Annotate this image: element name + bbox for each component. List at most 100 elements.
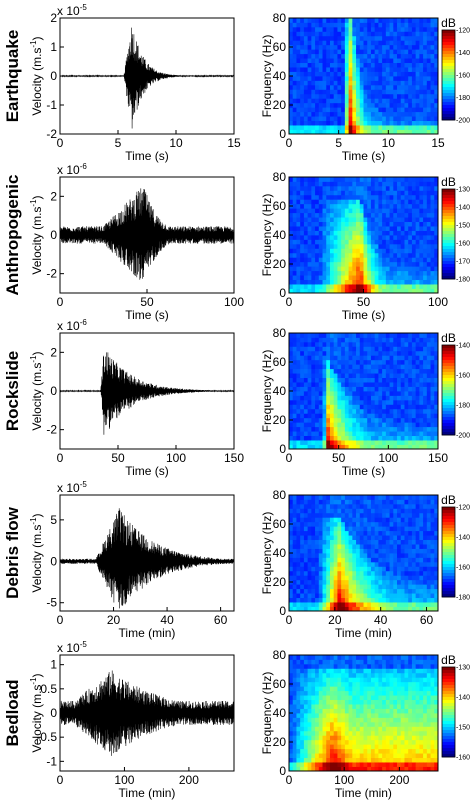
spectrogram-cell — [356, 570, 361, 576]
spectrogram-cell — [292, 89, 297, 95]
spectrogram-cell — [311, 544, 316, 549]
spectrogram-cell — [296, 102, 301, 108]
spectrogram-cell — [333, 593, 338, 599]
spectrogram-cell — [315, 243, 320, 249]
spectrogram-cell — [322, 35, 327, 41]
spectrogram-cell — [382, 373, 387, 379]
spectrogram-cell — [318, 681, 323, 687]
spectrogram-cell — [367, 239, 372, 245]
spectrogram-cell — [400, 67, 405, 72]
spectrogram-cell — [393, 386, 398, 392]
spectrogram-cell — [348, 67, 353, 72]
spectrogram-cell — [393, 93, 398, 99]
spectrogram-cell — [289, 704, 294, 709]
spectrogram-cell — [385, 417, 390, 423]
spectrogram-cell — [359, 270, 364, 276]
spectrogram-cell — [356, 593, 361, 599]
spectrogram-cell — [333, 440, 338, 445]
spectrogram-cell — [397, 129, 402, 135]
spectrogram-cell — [367, 248, 372, 254]
spectrogram-cell — [378, 539, 383, 545]
spectrogram-cell — [393, 31, 398, 37]
spectrogram-cell — [315, 333, 320, 338]
spectrogram-cell — [337, 588, 342, 594]
waveform-ytick-label: -1 — [46, 98, 57, 112]
spectrogram-cell — [337, 84, 342, 90]
spectrogram-cell — [303, 717, 309, 723]
spectrogram-cell — [348, 111, 353, 117]
spectrogram-cell — [359, 266, 364, 272]
spectrogram-cell — [289, 80, 294, 86]
spectrogram-cell — [315, 655, 320, 660]
spectrogram-cell — [315, 762, 320, 767]
spectrogram-cell — [434, 252, 439, 258]
spectrogram-cell — [419, 606, 424, 612]
spectrogram-cell — [359, 503, 364, 509]
spectrogram-cell — [411, 270, 417, 276]
spectrogram-cell — [426, 417, 431, 423]
spectrogram-cell — [385, 185, 390, 191]
spectrogram-cell — [337, 226, 342, 231]
spectrogram-cell — [389, 185, 394, 191]
spectrogram-cell — [423, 194, 428, 200]
spectrogram-cell — [296, 686, 301, 692]
spectrogram-cell — [311, 275, 316, 281]
spectrogram-cell — [404, 177, 409, 182]
spectrogram-cell — [303, 579, 309, 585]
spectrogram-cell — [315, 726, 320, 732]
spectrogram-cell — [430, 382, 435, 387]
spectrogram-cell — [300, 503, 305, 509]
spectrogram-cell — [303, 386, 309, 392]
spectrogram-cell — [318, 355, 323, 361]
spectrogram-cell — [367, 67, 372, 72]
spectrogram-cell — [408, 129, 413, 135]
spectrogram-cell — [300, 98, 305, 104]
spectrogram-cell — [378, 548, 383, 554]
spectrogram-cell — [400, 288, 405, 294]
spectrogram-cell — [363, 422, 368, 428]
spectrogram-cell — [397, 243, 402, 249]
spectrogram-cell — [333, 762, 338, 767]
spectrogram-cell — [333, 588, 338, 594]
spectrogram-cell — [385, 435, 390, 441]
spectrogram-cell — [411, 248, 417, 254]
spectrogram-cell — [344, 570, 350, 576]
spectrogram-cell — [419, 346, 424, 352]
spectrogram-cell — [434, 71, 439, 77]
spectrogram-cell — [374, 435, 379, 441]
spectrogram-cell — [400, 408, 405, 414]
spectrogram-cell — [434, 350, 439, 356]
spectrogram-cell — [400, 355, 405, 361]
spectrogram-cell — [315, 417, 320, 423]
spectrogram-cell — [385, 368, 390, 374]
spectrogram-cell — [370, 93, 376, 99]
spectrogram-cell — [367, 217, 372, 223]
spectrogram-cell — [326, 368, 331, 374]
spectrogram-cell — [300, 279, 305, 285]
spectrogram-cell — [337, 270, 342, 276]
spectrogram-cell — [404, 404, 409, 410]
spectrogram-cell — [344, 111, 350, 117]
spectrogram-cell — [352, 368, 357, 374]
spectrogram-cell — [348, 762, 353, 767]
spectrogram-cell — [344, 382, 350, 387]
spectrogram-cell — [318, 62, 323, 68]
spectrogram-cell — [296, 744, 301, 750]
spectrogram-cell — [329, 279, 335, 285]
spectrogram-cell — [337, 726, 342, 732]
spectrogram-cell — [434, 261, 439, 267]
spectrogram-cell — [430, 593, 435, 599]
spectrogram-cell — [289, 67, 294, 72]
spectrogram-cell — [411, 548, 417, 554]
spectrogram-cell — [315, 422, 320, 428]
spectrogram-cell — [337, 517, 342, 523]
spectrogram-cell — [348, 584, 353, 590]
spectrogram-cell — [385, 58, 390, 64]
spectrogram-cell — [378, 575, 383, 581]
spectrogram-cell — [329, 266, 335, 272]
spectrogram-cell — [426, 495, 431, 500]
spectrogram-cell — [426, 53, 431, 59]
spectrogram-cell — [389, 120, 394, 126]
spectrogram-cell — [404, 31, 409, 37]
spectrogram-cell — [326, 177, 331, 182]
